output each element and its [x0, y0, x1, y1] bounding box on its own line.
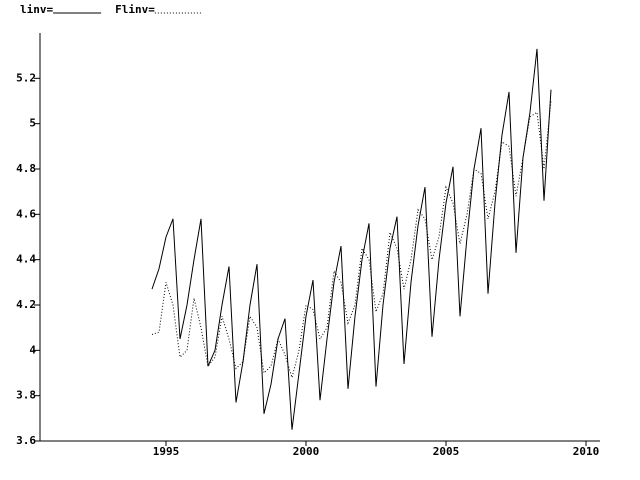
y-tick-label: 3.8	[16, 389, 36, 402]
x-tick-label: 2010	[573, 445, 600, 458]
series-line	[151, 100, 552, 380]
y-tick-label: 5	[29, 117, 36, 130]
y-tick-label: 4.6	[16, 207, 36, 220]
x-tick-label: 2000	[293, 445, 320, 458]
series-line	[151, 48, 552, 430]
y-tick-label: 4	[29, 343, 36, 356]
legend-label: Flinv=	[115, 3, 155, 16]
y-tick-label: 4.8	[16, 162, 36, 175]
y-tick-label: 4.2	[16, 298, 36, 311]
y-tick-label: 3.6	[16, 434, 36, 447]
y-tick-label: 5.2	[16, 71, 36, 84]
y-tick-label: 4.4	[16, 253, 36, 266]
legend-label: linv=	[20, 3, 53, 16]
x-tick-label: 2005	[433, 445, 460, 458]
x-tick-label: 1995	[153, 445, 180, 458]
